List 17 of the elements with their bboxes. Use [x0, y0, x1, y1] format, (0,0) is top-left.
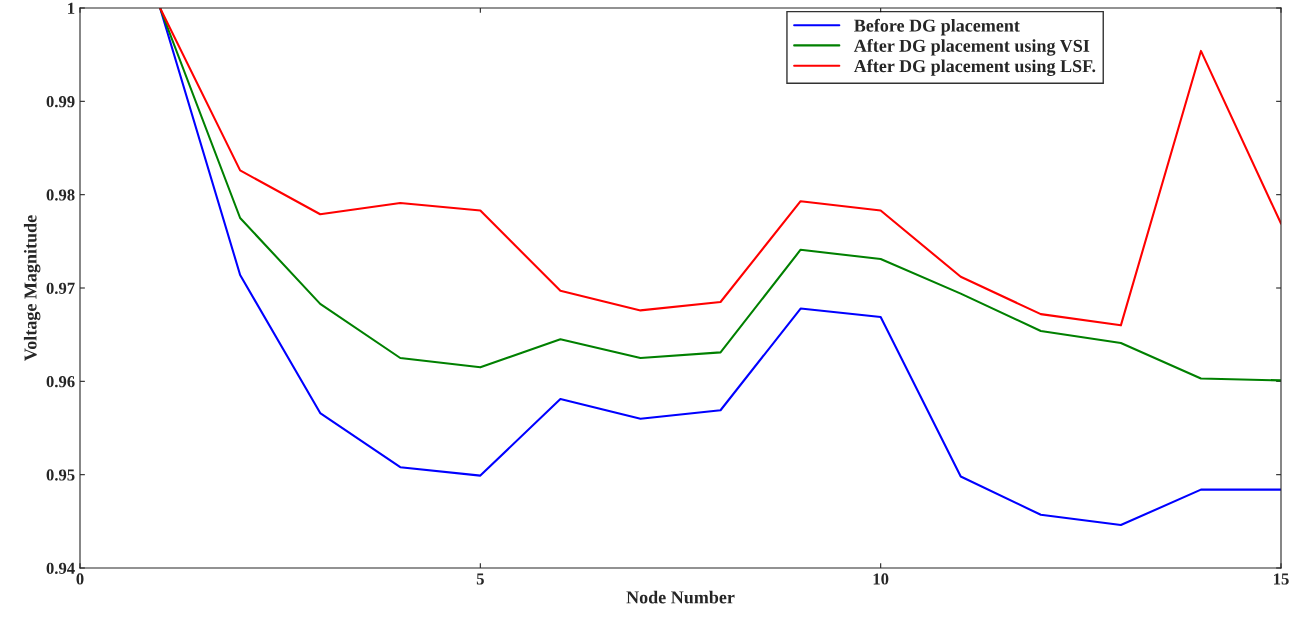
x-tick-label: 15 — [1274, 573, 1289, 585]
y-axis-title: Voltage Magnitude — [23, 215, 41, 361]
y-tick-label: 1 — [68, 2, 75, 14]
legend-label: After DG placement using LSF. — [853, 59, 1096, 77]
y-tick-label: 0.98 — [46, 189, 75, 201]
line-series — [159, 8, 1281, 527]
y-tick-label: 0.99 — [46, 96, 75, 108]
y-tick-label: 0.97 — [46, 282, 75, 295]
legend-label: Before DG placement — [854, 18, 1020, 36]
x-tick-label: 10 — [873, 573, 889, 585]
y-tick-label: 0.96 — [46, 376, 75, 388]
y-tick-label: 0.95 — [46, 469, 75, 481]
x-tick-label: 0 — [76, 573, 84, 585]
legend-label: After DG placement using VSI — [853, 39, 1090, 56]
x-axis-title: Node Number — [626, 590, 735, 604]
y-tick-label: 0.94 — [46, 562, 75, 575]
x-tick-label: 5 — [476, 573, 484, 585]
